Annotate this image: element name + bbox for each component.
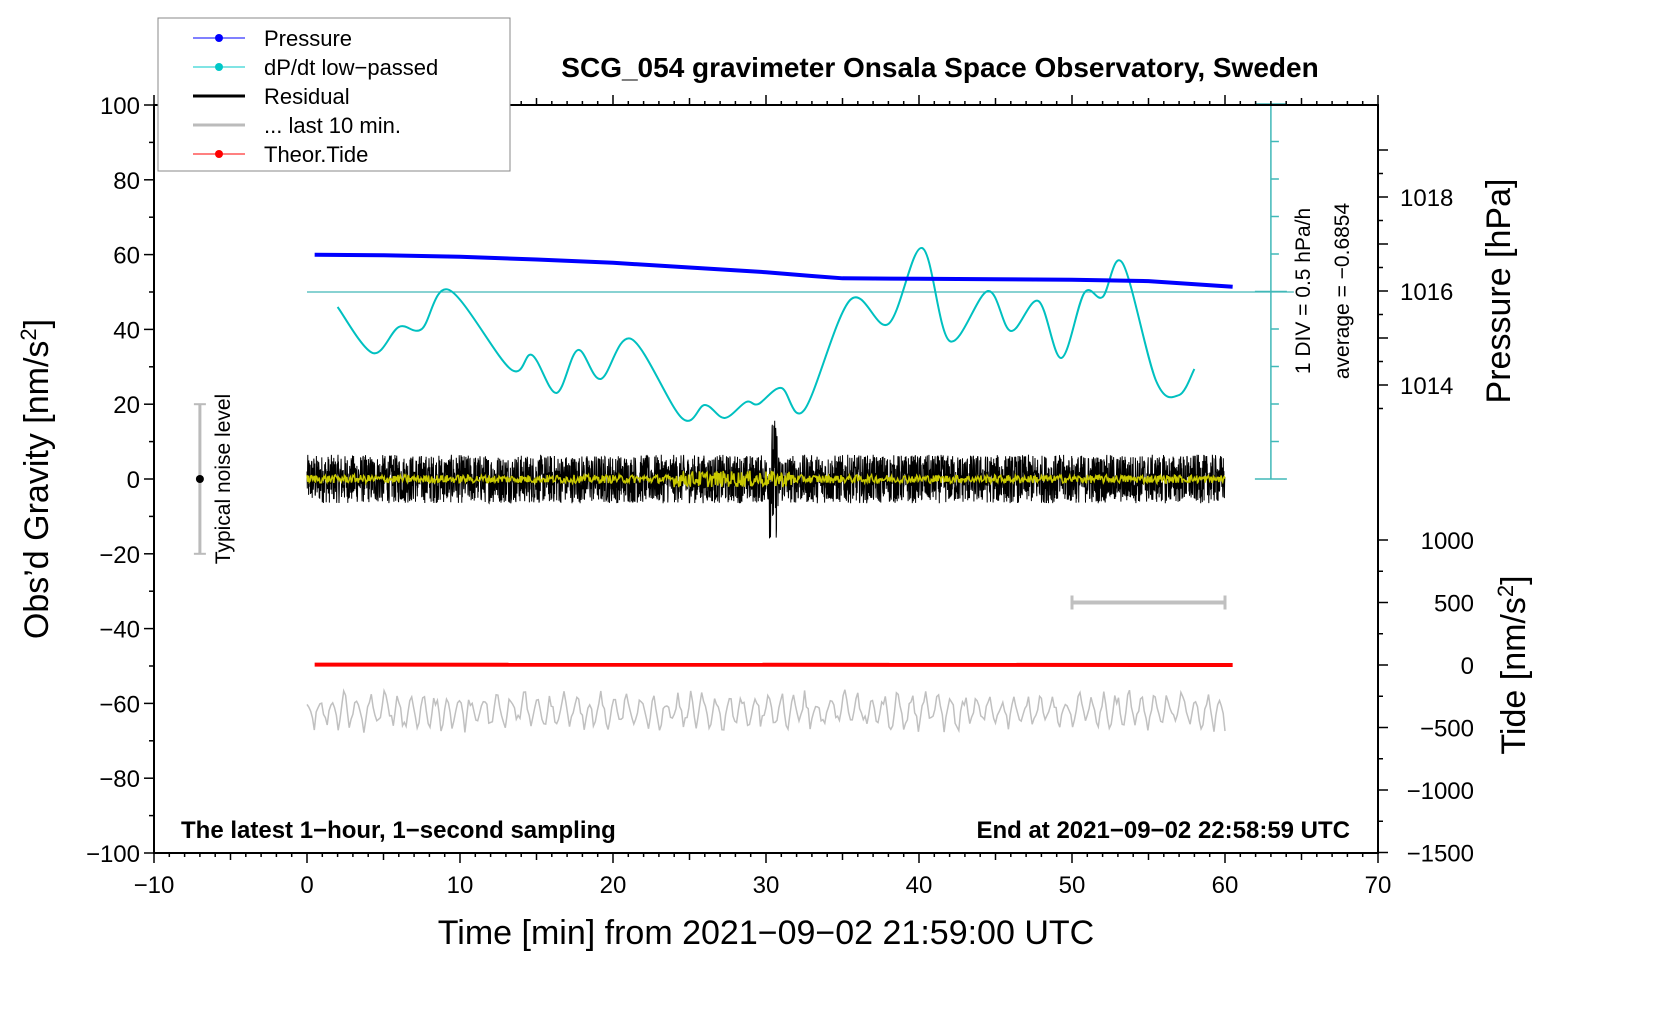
legend-label: ... last 10 min. (264, 113, 401, 138)
y-tick-label: 100 (100, 93, 140, 120)
dpdt-div-label: 1 DIV = 0.5 hPa/h (1292, 208, 1315, 374)
x-tick-label: 60 (1212, 872, 1239, 899)
y-tick-label: −100 (86, 841, 140, 868)
tide-tick-label: 0 (1461, 653, 1474, 680)
y-axis-label-gravity: Obs’d Gravity [nm/s2] (16, 319, 56, 639)
x-tick-label: 20 (600, 872, 627, 899)
legend-label: Residual (264, 84, 350, 109)
legend-label: Theor.Tide (264, 142, 368, 167)
y-tick-label: 60 (113, 243, 140, 270)
legend-label: dP/dt low−passed (264, 55, 438, 80)
noise-level-dot (196, 475, 204, 483)
pressure-tick-label: 1018 (1400, 185, 1453, 212)
tide-tick-label: −1000 (1407, 778, 1474, 805)
annotation-end-time: End at 2021−09−02 22:58:59 UTC (976, 817, 1350, 844)
y-axis-label-tide: Tide [nm/s2] (1493, 575, 1533, 754)
y-tick-label: −60 (99, 691, 140, 718)
y-tick-label: −80 (99, 766, 140, 793)
noise-level-label: Typical noise level (212, 394, 235, 564)
last-10-min-series-line (307, 690, 1225, 733)
x-axis-label: Time [min] from 2021−09−02 21:59:00 UTC (438, 914, 1094, 952)
x-tick-label: 30 (753, 872, 780, 899)
x-tick-label: 40 (906, 872, 933, 899)
legend-label: Pressure (264, 26, 352, 51)
legend-swatch-dot (215, 34, 223, 42)
x-tick-label: 70 (1365, 872, 1392, 899)
y-tick-label: 40 (113, 317, 140, 344)
pressure-tick-label: 1014 (1400, 373, 1453, 400)
y-tick-label: −40 (99, 617, 140, 644)
dpdt-average-label: average = −0.6854 (1331, 203, 1354, 380)
y-tick-label: 0 (127, 467, 140, 494)
pressure-series-line (315, 255, 1233, 287)
x-tick-label: 0 (300, 872, 313, 899)
annotation-sampling: The latest 1−hour, 1−second sampling (181, 817, 616, 844)
legend-swatch-dot (215, 150, 223, 158)
legend-swatch-dot (215, 63, 223, 71)
y-tick-label: 20 (113, 392, 140, 419)
x-tick-label: −10 (134, 872, 175, 899)
legend: Pressure dP/dt low−passed Residual ... last… (158, 18, 510, 171)
y-tick-label: 80 (113, 168, 140, 195)
tide-tick-label: −500 (1420, 716, 1474, 743)
pressure-tick-label: 1016 (1400, 279, 1453, 306)
x-tick-label: 10 (447, 872, 474, 899)
tide-tick-label: −1500 (1407, 841, 1474, 868)
y-tick-label: −20 (99, 542, 140, 569)
tide-tick-label: 1000 (1421, 528, 1474, 555)
y-axis-label-pressure: Pressure [hPa] (1480, 179, 1518, 404)
tide-tick-label: 500 (1434, 591, 1474, 618)
chart-title: SCG_054 gravimeter Onsala Space Observat… (561, 52, 1318, 83)
x-tick-label: 50 (1059, 872, 1086, 899)
